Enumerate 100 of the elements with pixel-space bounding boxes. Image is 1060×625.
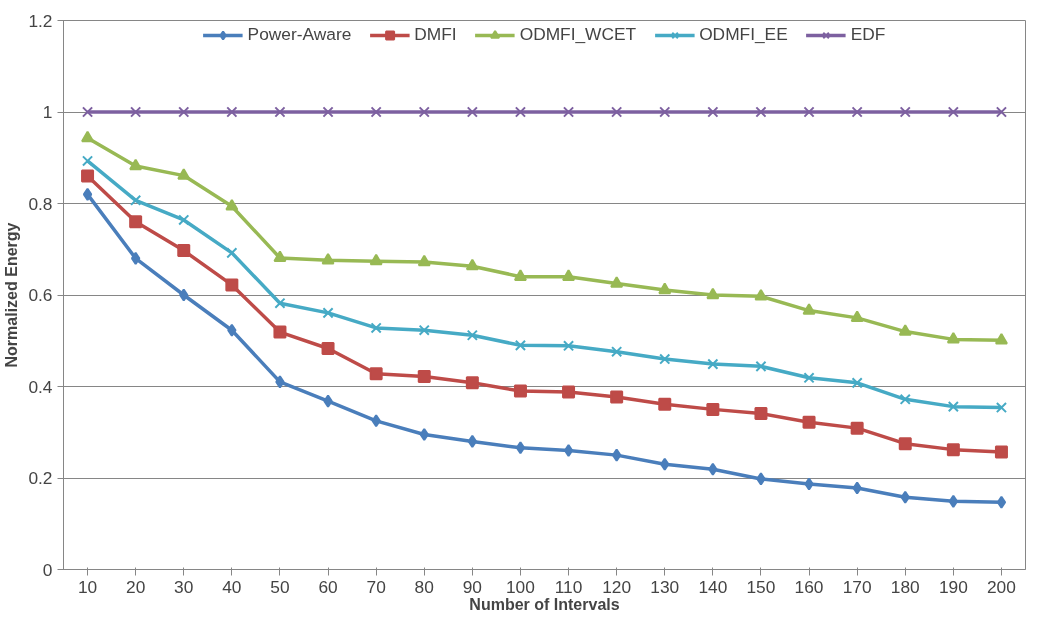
point [659, 353, 671, 365]
point [274, 297, 286, 309]
point [610, 276, 624, 288]
point [707, 106, 719, 118]
point [371, 414, 381, 428]
x-tick-label: 90 [462, 576, 482, 597]
point [370, 106, 382, 118]
point [994, 445, 1008, 459]
point [178, 214, 190, 226]
point [562, 385, 576, 399]
legend-label: ODMFI_WCET [519, 24, 637, 45]
point [81, 106, 94, 118]
point [177, 244, 191, 258]
point [225, 198, 239, 211]
point [899, 106, 911, 118]
legend-label: Power-Aware [247, 24, 352, 45]
point [130, 194, 142, 206]
point [322, 307, 334, 319]
x-tick-label: 50 [270, 576, 290, 597]
legend-label: DMFI [414, 24, 457, 45]
legend-label: ODMFI_EE [699, 24, 788, 45]
point [514, 106, 527, 118]
point [369, 253, 383, 266]
point [321, 342, 335, 356]
point [81, 169, 95, 183]
point [946, 332, 960, 344]
x-tick-label: 30 [174, 576, 194, 597]
point [899, 393, 911, 405]
y-tick-label: 0.8 [28, 193, 53, 214]
point [706, 402, 720, 416]
point [465, 376, 479, 390]
point [177, 168, 191, 180]
point [852, 481, 862, 495]
point [465, 258, 479, 271]
point [515, 441, 526, 455]
point [418, 324, 430, 336]
point [660, 457, 670, 471]
point [563, 444, 574, 458]
point [802, 303, 816, 315]
x-tick-label: 140 [698, 576, 728, 597]
x-tick-label: 200 [986, 576, 1016, 597]
x-tick-label: 110 [554, 576, 583, 597]
point [370, 322, 382, 334]
point [81, 130, 95, 143]
point [610, 390, 624, 404]
point [658, 282, 672, 295]
point [321, 252, 335, 265]
x-tick-label: 10 [77, 576, 98, 597]
point [611, 448, 622, 462]
x-tick-label: 130 [650, 576, 680, 597]
point [850, 310, 864, 323]
y-tick-label: 0 [42, 559, 53, 580]
point [322, 106, 334, 118]
point [179, 288, 189, 302]
point [82, 187, 93, 201]
point [947, 106, 959, 118]
y-tick-label: 0.4 [28, 376, 53, 397]
point [803, 372, 815, 384]
point [754, 406, 768, 420]
point [707, 358, 719, 370]
point [755, 106, 767, 118]
point [755, 360, 767, 372]
point [273, 250, 287, 263]
x-tick-label: 150 [746, 576, 776, 597]
point [708, 462, 718, 476]
point [851, 377, 863, 389]
point [898, 324, 912, 336]
point [754, 289, 768, 301]
point [323, 394, 333, 408]
point [802, 415, 816, 429]
point [418, 106, 430, 118]
point [948, 494, 959, 508]
point [466, 329, 478, 341]
y-axis-title: Normalized Energy [3, 222, 21, 368]
point [178, 106, 190, 118]
point [946, 443, 960, 457]
x-tick-label: 170 [842, 576, 872, 597]
point [611, 346, 623, 358]
x-tick-label: 160 [794, 576, 824, 597]
point [369, 367, 383, 381]
point [419, 428, 429, 442]
point [417, 369, 431, 383]
point [706, 287, 720, 300]
point [274, 106, 286, 118]
x-tick-label: 180 [890, 576, 920, 597]
point [226, 247, 238, 259]
x-tick-label: 60 [318, 576, 338, 597]
point [756, 472, 766, 486]
point [850, 421, 864, 435]
point [562, 269, 576, 281]
point [513, 269, 527, 281]
x-axis-title: Number of Intervals [469, 595, 620, 613]
point [81, 155, 94, 167]
y-tick-label: 0.2 [28, 468, 53, 488]
point [275, 375, 285, 389]
point [947, 401, 959, 413]
point [996, 495, 1007, 509]
x-tick-label: 40 [222, 576, 242, 597]
point [659, 106, 671, 118]
y-tick-label: 1 [42, 102, 53, 122]
